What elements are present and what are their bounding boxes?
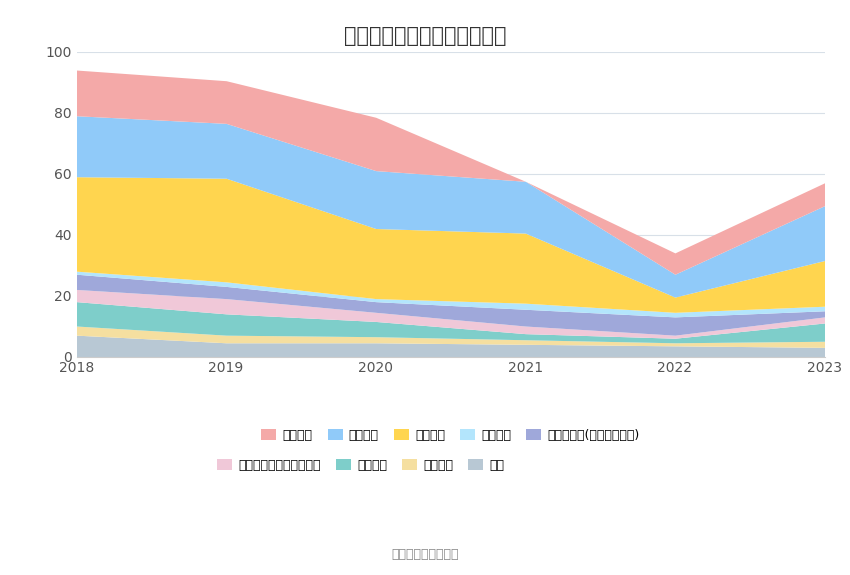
Text: 历年主要负债堆积图（亿元）: 历年主要负债堆积图（亿元） <box>343 26 507 46</box>
Legend: 一年内到期的非流动负债, 长期借款, 预计负债, 其它: 一年内到期的非流动负债, 长期借款, 预计负债, 其它 <box>212 454 509 477</box>
Text: 数据来源：恒生聚源: 数据来源：恒生聚源 <box>391 547 459 561</box>
